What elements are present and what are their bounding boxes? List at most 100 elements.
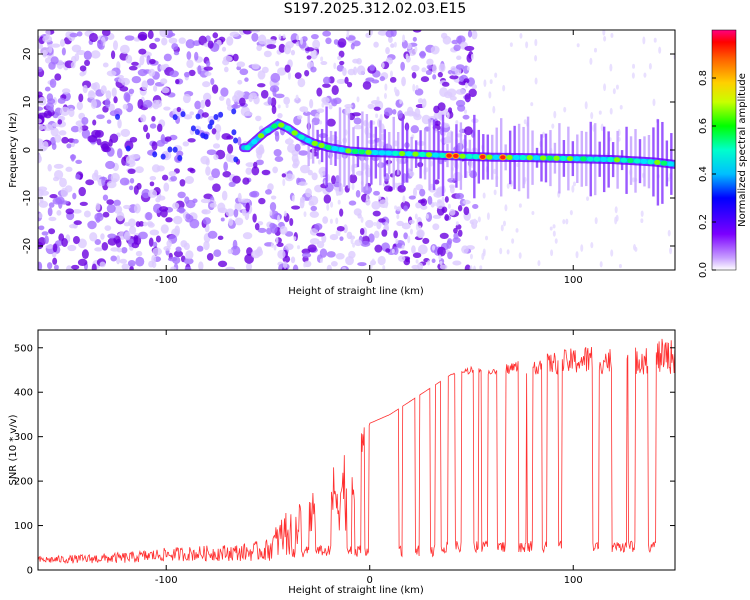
noise-blob [381, 229, 388, 237]
noise-blob [301, 252, 312, 258]
noise-blob [335, 230, 339, 237]
noise-blob [464, 45, 475, 52]
noise-blob [329, 218, 333, 224]
noise-blob [269, 202, 277, 212]
noise-blob [399, 250, 409, 255]
noise-blob [121, 263, 129, 270]
noise-blob [43, 124, 54, 131]
noise-blob [47, 163, 52, 172]
noise-blob [100, 233, 105, 240]
noise-blob [240, 198, 251, 203]
noise-blob [348, 174, 358, 184]
noise-blob [202, 92, 212, 102]
noise-blob [202, 81, 211, 88]
noise-blob [163, 53, 172, 62]
noise-blob [184, 266, 192, 270]
noise-blob [439, 232, 449, 239]
noise-blob [320, 61, 328, 66]
ridge-cell [244, 145, 251, 151]
spectrogram-y-label: Frequency (Hz) [8, 112, 19, 188]
noise-blob [95, 202, 101, 211]
noise-blob [173, 215, 183, 225]
noise-blob [152, 85, 158, 92]
noise-blob [249, 191, 258, 198]
noise-blob [494, 72, 498, 78]
noise-blob [87, 220, 97, 230]
noise-blob [172, 202, 180, 210]
noise-blob [320, 258, 324, 264]
noise-blob [322, 30, 331, 37]
noise-blob [197, 65, 202, 75]
noise-blob [50, 127, 59, 137]
noise-blob [457, 205, 463, 212]
noise-blob [170, 175, 178, 182]
noise-blob [667, 229, 671, 237]
noise-blob [281, 173, 287, 178]
noise-blob [236, 91, 245, 97]
noise-blob [151, 141, 158, 151]
noise-blob [292, 264, 299, 270]
noise-blob [290, 256, 296, 264]
noise-blob [233, 137, 239, 144]
noise-blob [38, 43, 44, 49]
noise-blob [403, 205, 408, 212]
noise-blob [200, 198, 210, 204]
ridge-cell [539, 155, 547, 161]
noise-blob [441, 81, 450, 87]
noise-blob [352, 242, 356, 248]
noise-blob [72, 192, 77, 200]
noise-blob [149, 181, 155, 187]
noise-blob [61, 88, 71, 94]
noise-blob [83, 50, 92, 61]
noise-blob [534, 55, 538, 62]
noise-blob [136, 182, 142, 190]
noise-blob [312, 39, 321, 50]
noise-blob [152, 203, 162, 214]
ridge-cell [365, 149, 372, 155]
noise-blob [38, 118, 42, 124]
spectrogram-plot-area [38, 30, 675, 270]
ridge-cell [499, 154, 507, 161]
noise-blob [96, 39, 103, 49]
noise-blob [159, 30, 169, 38]
ridge-cell [478, 153, 487, 160]
noise-blob [464, 82, 468, 89]
noise-blob [125, 145, 131, 152]
noise-blob [314, 223, 323, 231]
noise-blob [152, 151, 158, 158]
noise-blob [506, 249, 510, 255]
noise-blob [138, 48, 147, 55]
noise-blob [421, 67, 427, 73]
noise-blob [77, 258, 88, 267]
noise-blob [51, 43, 61, 48]
ridge-cell [640, 158, 648, 164]
noise-blob [432, 214, 442, 219]
noise-blob [432, 74, 437, 80]
ridge-cell [573, 156, 580, 162]
noise-blob [94, 238, 102, 246]
noise-blob [446, 112, 450, 119]
noise-blob [442, 35, 452, 45]
noise-blob [379, 103, 383, 109]
noise-blob [355, 190, 361, 198]
noise-blob [119, 258, 128, 264]
noise-blob [407, 106, 414, 116]
noise-blob [38, 124, 45, 131]
noise-blob [123, 92, 131, 102]
noise-blob [228, 218, 234, 226]
noise-blob [417, 262, 424, 270]
ridge-cell [526, 155, 533, 161]
noise-blob [47, 207, 53, 217]
noise-blob [438, 254, 442, 261]
noise-blob [119, 86, 129, 92]
ridge-cell [372, 149, 379, 156]
noise-blob [200, 99, 206, 109]
noise-blob [305, 188, 312, 198]
noise-blob [304, 69, 310, 77]
noise-blob [45, 244, 55, 249]
noise-blob [59, 106, 70, 116]
ridge-cell [378, 150, 386, 156]
noise-blob [44, 57, 52, 64]
noise-blob [204, 71, 212, 77]
noise-blob [631, 72, 635, 79]
